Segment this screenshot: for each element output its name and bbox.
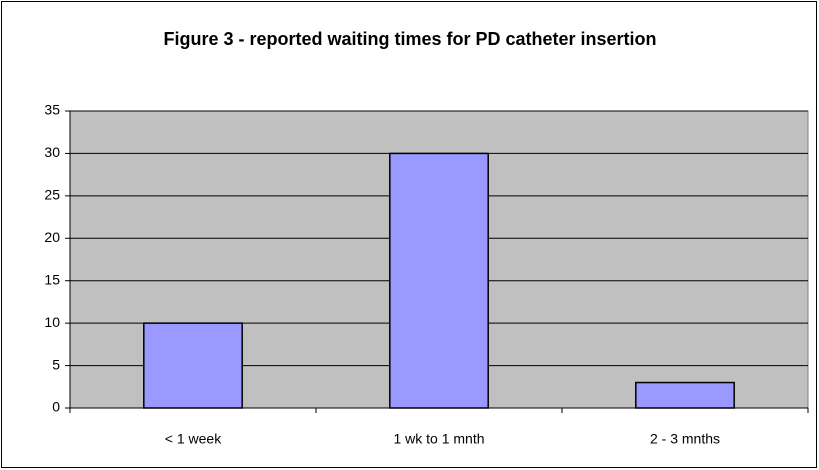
y-tick-label: 20 <box>44 229 60 245</box>
bar <box>635 381 735 409</box>
y-tick-label: 25 <box>44 187 60 203</box>
y-tick-label: 10 <box>44 314 60 330</box>
chart-title: Figure 3 - reported waiting times for PD… <box>163 29 657 49</box>
x-tick-label: 1 wk to 1 mnth <box>393 431 484 447</box>
y-tick-label: 0 <box>52 399 60 415</box>
y-tick-label: 30 <box>44 144 60 160</box>
y-tick-label: 5 <box>52 356 60 372</box>
x-tick-label: < 1 week <box>165 431 222 447</box>
x-tick-label: 2 - 3 mnths <box>650 431 720 447</box>
bar <box>143 322 243 409</box>
y-tick-label: 35 <box>44 102 60 118</box>
bar <box>389 152 489 409</box>
y-tick-label: 15 <box>44 271 60 287</box>
